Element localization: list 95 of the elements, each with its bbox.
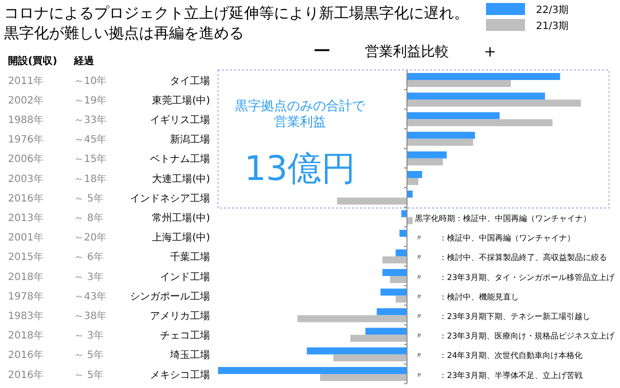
text: ～ 8年 <box>74 212 104 224</box>
chart-subtitle: 営業利益比較 <box>365 44 449 60</box>
text: 1983年 <box>8 310 44 322</box>
y-tick-label: イギリス工場 <box>150 114 210 126</box>
bar <box>396 296 407 303</box>
text: ＋ <box>481 41 499 62</box>
y-tick-label: メキシコ工場 <box>150 368 210 381</box>
chart-title: コロナによるプロジェクト立上げ延伸等により新工場黒字化に遅れ。黒字化が難しい拠点は再編を進める <box>4 4 469 42</box>
text: ～15年 <box>74 153 107 166</box>
y-tick-label: ベトナム工場 <box>150 153 210 166</box>
bar <box>320 374 407 381</box>
text: 経過 <box>73 55 95 67</box>
annotation: 〃 ：23年3月期、医療向け・規格品ビジネス立上げ <box>415 332 616 341</box>
bar <box>337 198 407 205</box>
text: 2006年 <box>8 153 44 166</box>
text: 開設(買収) <box>8 55 58 67</box>
text: ～43年 <box>74 290 107 302</box>
bar <box>333 354 407 362</box>
y-tick-label: 千葉工場 <box>170 251 210 264</box>
text: 2016年 <box>8 192 44 204</box>
bar <box>390 276 407 283</box>
bar <box>407 151 447 158</box>
y-tick-label: 上海工場(中) <box>152 232 210 244</box>
bar <box>407 92 545 100</box>
y-tick-label: 東莞工場(中) <box>152 94 210 106</box>
annotation: 13億円 <box>244 149 356 189</box>
bar <box>380 288 407 296</box>
text: 2002年 <box>8 94 44 106</box>
bar <box>407 80 511 87</box>
annotation: 〃 ：23年3月期、半導体不足、立上げ苦戦 <box>415 370 582 380</box>
y-tick-label: アメリカ工場 <box>150 310 210 322</box>
text: ～33年 <box>74 114 107 126</box>
annotation: 〃 ：23年3月期、タイ・シンガポール移管品立上げ <box>415 272 616 282</box>
y-tick-label: 大連工場(中) <box>152 172 210 185</box>
bar <box>407 73 560 80</box>
y-tick-label: インドネシア工場 <box>130 192 210 204</box>
text: 1976年 <box>8 134 44 146</box>
text: 2015年 <box>8 251 44 264</box>
text: ～ 6年 <box>74 251 104 264</box>
bar <box>407 158 443 166</box>
text: ～ 3年 <box>74 270 104 283</box>
text: 1978年 <box>8 290 44 302</box>
y-tick-label: 新潟工場 <box>170 134 210 146</box>
text: ～38年 <box>74 310 107 322</box>
text: ～18年 <box>74 172 107 185</box>
annotation: 〃 ：検討中、不採算製品終了、高収益製品に絞る <box>415 253 607 262</box>
legend-label: 21/3期 <box>536 20 568 32</box>
text: ー <box>313 41 331 62</box>
text: ～20年 <box>74 232 107 244</box>
text: ～45年 <box>74 134 107 146</box>
text: ～19年 <box>74 94 107 106</box>
bar <box>218 367 407 374</box>
text: 2011年 <box>8 74 44 87</box>
text: ～ 5年 <box>74 349 104 362</box>
y-tick-label: 埼玉工場 <box>169 349 210 362</box>
legend-label: 22/3期 <box>536 4 568 16</box>
text: 1988年 <box>8 114 44 126</box>
bar <box>407 171 422 178</box>
y-tick-label: インド工場 <box>160 270 210 283</box>
bar <box>407 100 581 107</box>
annotation: 〃 ：検討中、機能見直し <box>415 292 519 302</box>
text: 2003年 <box>8 172 44 185</box>
y-tick-label: チェコ工場 <box>160 330 210 342</box>
bar <box>399 230 407 237</box>
bar <box>382 269 407 276</box>
y-tick-label: タイ工場 <box>170 74 210 87</box>
annotation: 黒字化時期：検証中、中国再編（ワンチャイナ） <box>415 214 591 223</box>
text: ～10年 <box>74 74 107 87</box>
text: ～ 3年 <box>74 330 104 342</box>
bar <box>407 112 500 120</box>
bar <box>376 308 407 316</box>
text: 2018年 <box>8 270 44 283</box>
bar <box>407 132 476 139</box>
bar <box>396 249 407 256</box>
bar <box>407 138 474 146</box>
bar <box>407 119 553 126</box>
annotation: 黒字拠点のみの合計で営業利益 <box>235 98 366 130</box>
y-tick-label: シンガポール工場 <box>130 290 210 302</box>
y-tick-label: 常州工場(中) <box>152 212 210 224</box>
bar <box>350 334 407 342</box>
annotation: 〃 ：24年3月期、次世代自動車向け本格化 <box>415 351 582 360</box>
annotation: 〃 ：23年3月期下期、テネシー新工場引越し <box>415 312 590 321</box>
bar <box>407 178 418 185</box>
text: 2016年 <box>8 368 44 381</box>
annotation: 〃 ：検証中、中国再編（ワンチャイナ） <box>415 234 575 243</box>
text: 2001年 <box>8 232 44 244</box>
text: 2016年 <box>8 349 44 362</box>
text: ～ 5年 <box>74 368 104 381</box>
bar <box>365 328 407 335</box>
text: 2013年 <box>8 212 44 224</box>
text: 2018年 <box>8 330 44 342</box>
bar <box>297 315 407 322</box>
text: ～ 5年 <box>74 192 104 204</box>
bar <box>306 347 407 354</box>
bar <box>382 256 407 264</box>
